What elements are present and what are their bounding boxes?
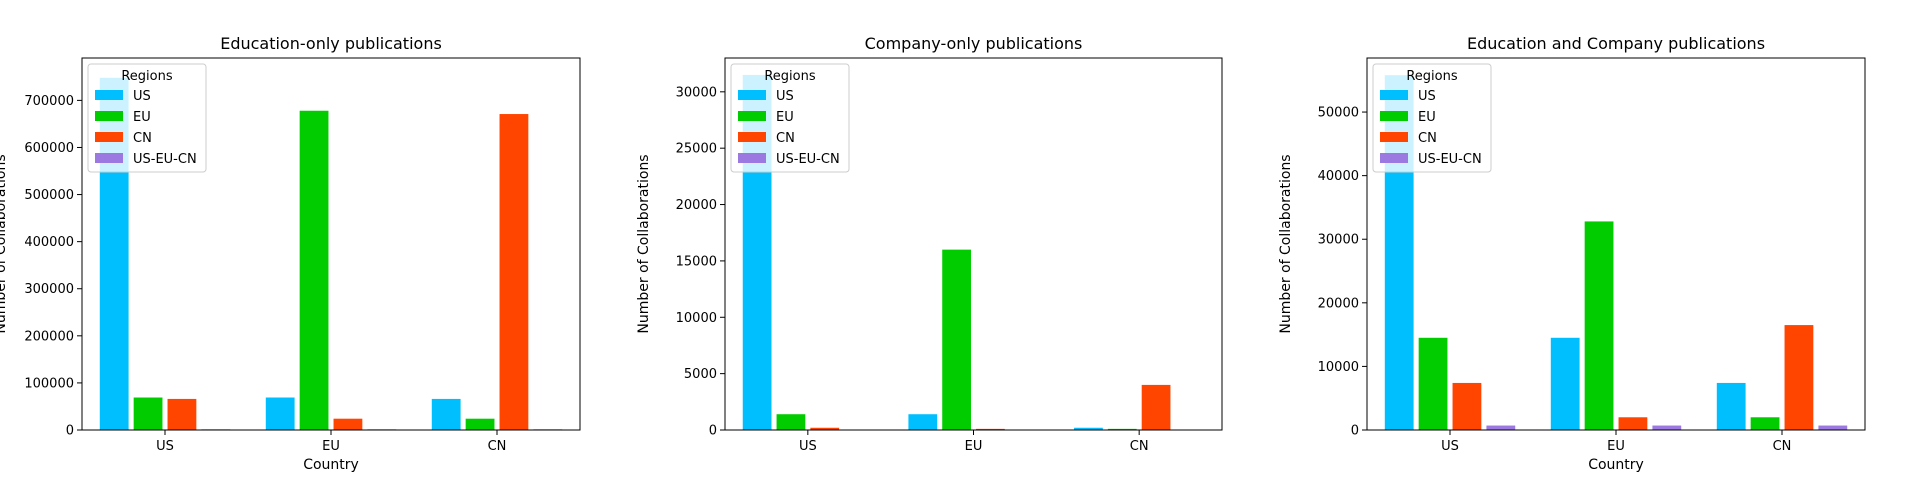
y-tick-label: 40000 xyxy=(1318,169,1359,184)
y-tick-label: 0 xyxy=(66,424,74,439)
y-tick-label: 0 xyxy=(709,424,717,439)
legend-swatch-us-eu-cn xyxy=(95,153,123,163)
legend-swatch-eu xyxy=(738,111,766,121)
legend-swatch-cn xyxy=(95,132,123,142)
legend-entry-cn: CN xyxy=(133,131,152,146)
legend-swatch-us xyxy=(738,90,766,100)
bar-us-cn xyxy=(1716,382,1746,430)
legend-swatch-cn xyxy=(738,132,766,142)
bar-eu-eu xyxy=(299,110,329,431)
y-tick-label: 10000 xyxy=(676,311,717,326)
x-axis-label: Country xyxy=(303,457,359,473)
y-tick-label: 100000 xyxy=(24,376,74,391)
y-axis-label: Number of Collaborations xyxy=(636,154,652,333)
y-tick-label: 300000 xyxy=(24,282,74,297)
bar-cn-cn xyxy=(1141,384,1171,430)
x-axis-label: Country xyxy=(1588,457,1644,473)
y-axis-label: Number of Collaborations xyxy=(1278,154,1294,333)
bar-cn-eu xyxy=(976,428,1005,430)
legend-title: Regions xyxy=(1406,69,1458,84)
legend-swatch-eu xyxy=(1380,111,1408,121)
bar-eu-us xyxy=(133,397,163,430)
bar-cn-cn xyxy=(1784,325,1814,430)
bar-eu-cn xyxy=(1750,417,1780,430)
y-tick-label: 20000 xyxy=(676,198,717,213)
y-tick-label: 600000 xyxy=(24,141,74,156)
bar-us-eu-cn-eu xyxy=(1652,425,1682,430)
legend-swatch-us xyxy=(95,90,123,100)
x-tick-label: CN xyxy=(1130,439,1149,454)
legend-entry-us: US xyxy=(1418,89,1436,104)
legend-entry-us-eu-cn: US-EU-CN xyxy=(776,152,840,167)
bar-cn-eu xyxy=(333,418,363,430)
x-tick-label: US xyxy=(1441,439,1459,454)
y-axis-label: Number of Collaborations xyxy=(0,154,9,333)
chart-title: Education-only publications xyxy=(220,34,442,53)
legend-entry-us-eu-cn: US-EU-CN xyxy=(133,152,197,167)
bar-cn-us xyxy=(1452,382,1482,430)
y-tick-label: 50000 xyxy=(1318,106,1359,121)
chart-panel-3: 0 10000 20000 30000 40000 50000 US EU CN Educatio… xyxy=(1278,34,1866,473)
legend: Regions US EU CN US-EU-CN xyxy=(87,63,207,173)
chart-panel-1: 0 100000 200000 300000 400000 500000 600000 700… xyxy=(0,34,581,473)
legend-entry-cn: CN xyxy=(1418,131,1437,146)
bar-eu-eu xyxy=(1584,221,1614,430)
y-tick-label: 30000 xyxy=(676,85,717,100)
legend: Regions US EU CN US-EU-CN xyxy=(1372,63,1492,173)
chart-title: Company-only publications xyxy=(865,34,1083,53)
bar-eu-us xyxy=(1418,337,1448,430)
legend-entry-eu: EU xyxy=(776,110,794,125)
legend-entry-us: US xyxy=(776,89,794,104)
x-tick-label: EU xyxy=(1607,439,1625,454)
legend-swatch-us xyxy=(1380,90,1408,100)
x-tick-label: EU xyxy=(322,439,340,454)
legend-entry-eu: EU xyxy=(133,110,151,125)
bar-eu-us xyxy=(776,414,806,430)
x-tick-label: US xyxy=(156,439,174,454)
y-tick-label: 500000 xyxy=(24,188,74,203)
legend-entry-us-eu-cn: US-EU-CN xyxy=(1418,152,1482,167)
y-tick-label: 700000 xyxy=(24,94,74,109)
y-tick-label: 15000 xyxy=(676,254,717,269)
legend-swatch-us-eu-cn xyxy=(738,153,766,163)
bar-us-eu xyxy=(265,397,295,430)
y-tick-label: 5000 xyxy=(684,367,717,382)
y-tick-label: 10000 xyxy=(1318,360,1359,375)
legend-entry-cn: CN xyxy=(776,131,795,146)
y-tick-label: 400000 xyxy=(24,235,74,250)
bar-us-eu-cn-cn xyxy=(1818,425,1848,430)
x-tick-label: CN xyxy=(488,439,507,454)
y-tick-label: 20000 xyxy=(1318,296,1359,311)
bar-us-eu-cn-us xyxy=(1486,425,1516,430)
bar-cn-us xyxy=(167,398,197,430)
y-tick-label: 25000 xyxy=(676,142,717,157)
legend-entry-eu: EU xyxy=(1418,110,1436,125)
x-tick-label: EU xyxy=(965,439,983,454)
x-tick-label: US xyxy=(799,439,817,454)
bar-eu-cn xyxy=(1107,428,1137,430)
bar-eu-cn xyxy=(465,418,495,430)
bar-cn-cn xyxy=(499,114,529,430)
legend-title: Regions xyxy=(764,69,816,84)
bar-cn-us xyxy=(810,427,840,430)
bar-us-cn xyxy=(1074,427,1103,430)
legend-swatch-cn xyxy=(1380,132,1408,142)
x-tick-label: CN xyxy=(1773,439,1792,454)
legend-swatch-us-eu-cn xyxy=(1380,153,1408,163)
bar-eu-eu xyxy=(942,249,971,430)
bar-us-cn xyxy=(431,398,461,430)
y-tick-label: 30000 xyxy=(1318,233,1359,248)
bar-us-eu xyxy=(908,414,938,430)
legend-swatch-eu xyxy=(95,111,123,121)
chart-panel-2: 0 5000 10000 15000 20000 25000 30000 US EU CN Comp… xyxy=(636,34,1223,454)
bar-cn-eu xyxy=(1618,417,1648,430)
y-tick-label: 0 xyxy=(1351,424,1359,439)
bar-us-eu xyxy=(1550,337,1580,430)
legend: Regions US EU CN US-EU-CN xyxy=(730,63,850,173)
legend-title: Regions xyxy=(121,69,173,84)
legend-entry-us: US xyxy=(133,89,151,104)
y-tick-label: 200000 xyxy=(24,329,74,344)
chart-title: Education and Company publications xyxy=(1467,34,1765,53)
